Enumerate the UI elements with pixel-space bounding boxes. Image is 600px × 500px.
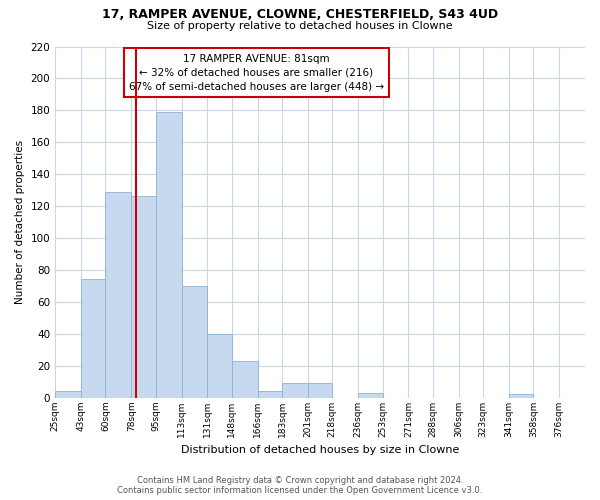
Bar [155,112,182,398]
Text: Size of property relative to detached houses in Clowne: Size of property relative to detached ho… [147,21,453,31]
Bar [232,361,257,398]
Y-axis label: Number of detached properties: Number of detached properties [15,140,25,304]
Bar [182,286,208,398]
Bar [106,192,131,398]
Bar [208,334,232,398]
X-axis label: Distribution of detached houses by size in Clowne: Distribution of detached houses by size … [181,445,459,455]
Bar [55,391,81,398]
Text: Contains HM Land Registry data © Crown copyright and database right 2024.
Contai: Contains HM Land Registry data © Crown c… [118,476,482,495]
Bar [257,391,282,398]
Bar [308,383,332,398]
Bar [81,280,106,398]
Text: 17, RAMPER AVENUE, CLOWNE, CHESTERFIELD, S43 4UD: 17, RAMPER AVENUE, CLOWNE, CHESTERFIELD,… [102,8,498,20]
Bar [282,383,308,398]
Bar [358,392,383,398]
Text: 17 RAMPER AVENUE: 81sqm
← 32% of detached houses are smaller (216)
67% of semi-d: 17 RAMPER AVENUE: 81sqm ← 32% of detache… [129,54,384,92]
Bar [509,394,533,398]
Bar [131,196,155,398]
